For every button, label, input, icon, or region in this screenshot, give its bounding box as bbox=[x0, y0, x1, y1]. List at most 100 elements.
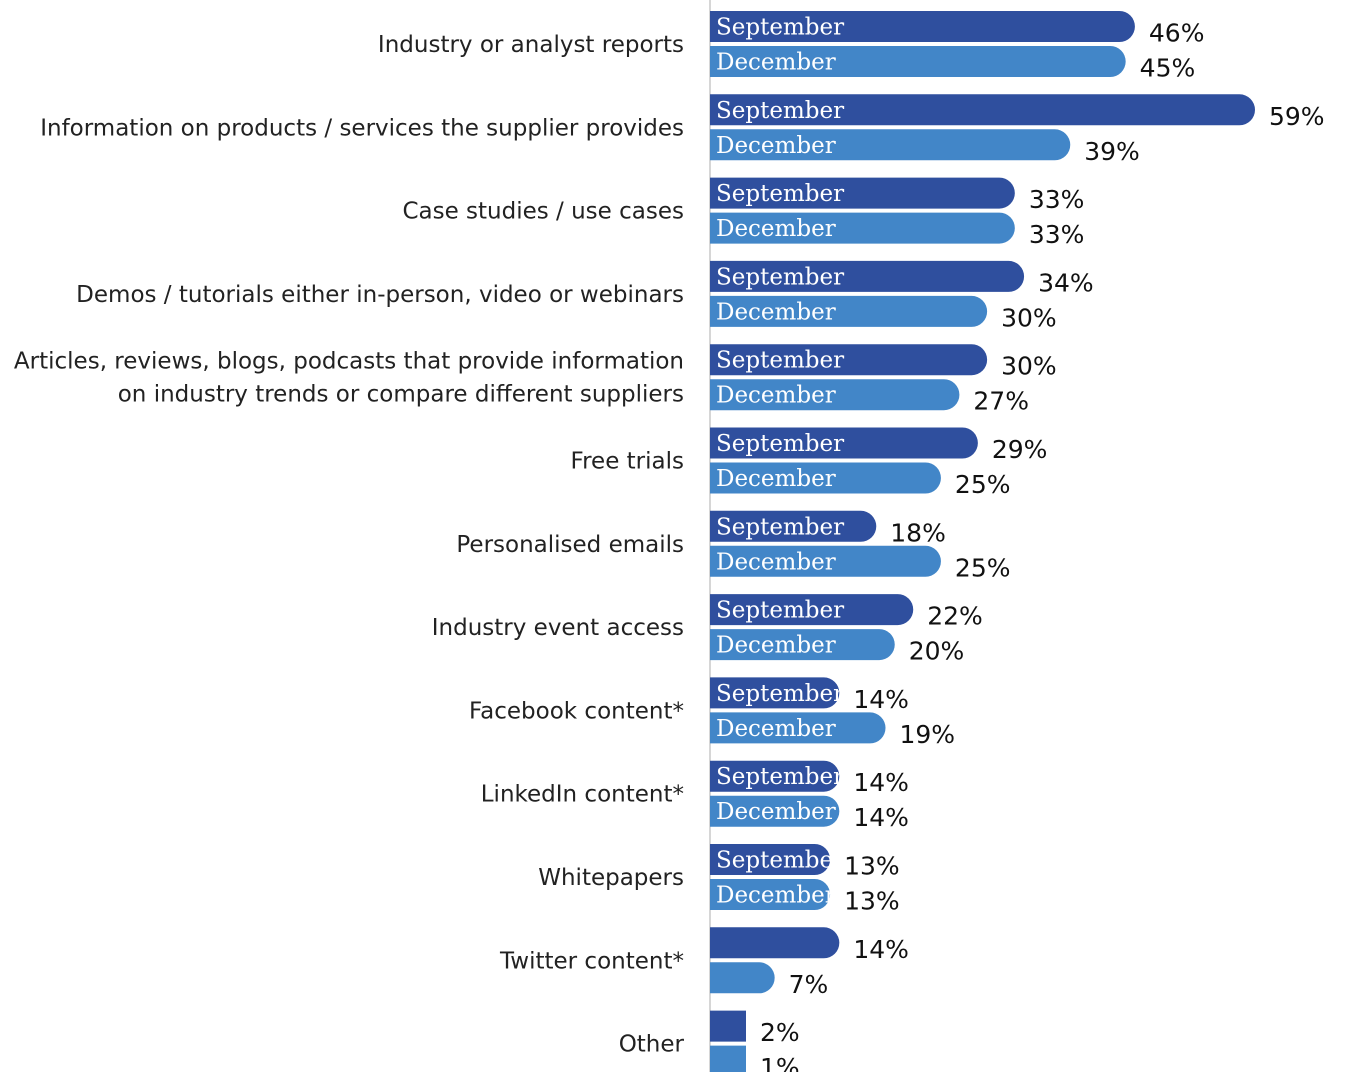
bar-december bbox=[710, 1045, 746, 1072]
bar-text: September bbox=[716, 431, 844, 457]
category-label-line: Free trials bbox=[571, 449, 684, 475]
value-label: 29% bbox=[992, 435, 1048, 464]
value-label: 46% bbox=[1149, 19, 1205, 48]
bar-text: December bbox=[716, 133, 836, 159]
bar-september bbox=[710, 11, 1135, 42]
bar-text: September bbox=[716, 598, 844, 624]
category-label-line: Information on products / services the s… bbox=[40, 115, 684, 141]
category-label-line: on industry trends or compare different … bbox=[118, 382, 684, 408]
value-label: 25% bbox=[955, 553, 1011, 582]
value-label: 19% bbox=[900, 720, 956, 749]
bar-text: December bbox=[716, 633, 836, 659]
bar-september bbox=[710, 344, 988, 376]
category-label: Information on products / services the s… bbox=[40, 115, 684, 141]
bar-september bbox=[710, 260, 1025, 292]
bar-december bbox=[710, 879, 831, 910]
category-label: Personalised emails bbox=[456, 532, 684, 558]
category-label-line: Facebook content* bbox=[469, 698, 684, 724]
bar-december bbox=[710, 46, 1126, 77]
category-label-line: Personalised emails bbox=[456, 532, 684, 558]
bar-september bbox=[710, 427, 978, 459]
category-label-line: Articles, reviews, blogs, podcasts that … bbox=[14, 349, 684, 375]
value-label: 14% bbox=[853, 768, 909, 797]
bar-text: September bbox=[716, 681, 844, 707]
category-label-line: Industry or analyst reports bbox=[378, 32, 684, 58]
category-label: Industry event access bbox=[432, 615, 684, 641]
value-label: 7% bbox=[789, 970, 829, 999]
category-label: Articles, reviews, blogs, podcasts that … bbox=[14, 349, 684, 408]
value-label: 2% bbox=[760, 1018, 800, 1047]
value-label: 34% bbox=[1038, 268, 1094, 297]
value-label: 14% bbox=[853, 685, 909, 714]
bar-december bbox=[710, 212, 1015, 244]
bar-text: December bbox=[716, 383, 836, 409]
value-label: 14% bbox=[853, 935, 909, 964]
category-label: Whitepapers bbox=[538, 865, 684, 891]
value-label: 22% bbox=[927, 602, 983, 631]
bar-text: December bbox=[716, 883, 836, 909]
bar-text: September bbox=[716, 848, 844, 874]
category-label: Demos / tutorials either in-person, vide… bbox=[76, 282, 684, 308]
bar-december bbox=[710, 295, 988, 327]
category-label: Facebook content* bbox=[469, 698, 684, 724]
bar-text: September bbox=[716, 181, 844, 207]
bar-text: December bbox=[716, 50, 836, 76]
bar-september bbox=[710, 760, 840, 792]
bar-september bbox=[710, 94, 1255, 126]
category-label-line: Whitepapers bbox=[538, 865, 684, 891]
value-label: 18% bbox=[890, 518, 946, 547]
bar-text: December bbox=[716, 216, 836, 242]
bar-december bbox=[710, 462, 941, 494]
bar-september bbox=[710, 1010, 746, 1042]
bar-september bbox=[710, 594, 914, 626]
category-label-line: Industry event access bbox=[432, 615, 684, 641]
category-label-line: LinkedIn content* bbox=[481, 782, 684, 808]
bar-text: September bbox=[716, 264, 844, 290]
bar-text: December bbox=[716, 466, 836, 492]
bar-text: September bbox=[716, 15, 844, 41]
bar-text: September bbox=[716, 514, 844, 540]
category-label: Industry or analyst reports bbox=[378, 32, 684, 58]
value-label: 1% bbox=[760, 1053, 800, 1072]
bar-december bbox=[710, 962, 775, 994]
category-label: LinkedIn content* bbox=[481, 782, 684, 808]
bar-september bbox=[710, 843, 831, 875]
bar-december bbox=[710, 545, 941, 577]
bar-december bbox=[710, 712, 886, 744]
category-label-line: Demos / tutorials either in-person, vide… bbox=[76, 282, 684, 308]
value-label: 30% bbox=[1001, 352, 1057, 381]
value-label: 33% bbox=[1029, 185, 1085, 214]
value-label: 30% bbox=[1001, 303, 1057, 332]
category-label-line: Twitter content* bbox=[499, 948, 684, 974]
bar-september bbox=[710, 927, 840, 959]
bar-december bbox=[710, 629, 895, 661]
bar-text: December bbox=[716, 799, 836, 825]
bar-december bbox=[710, 129, 1071, 161]
bar-september bbox=[710, 677, 840, 709]
bar-december bbox=[710, 379, 960, 411]
category-label-line: Other bbox=[619, 1032, 685, 1058]
value-label: 39% bbox=[1084, 137, 1140, 166]
category-label: Free trials bbox=[571, 449, 684, 475]
category-label: Case studies / use cases bbox=[402, 199, 684, 225]
bar-september bbox=[710, 510, 877, 542]
category-label: Twitter content* bbox=[499, 948, 684, 974]
value-label: 14% bbox=[853, 803, 909, 832]
value-label: 45% bbox=[1140, 54, 1196, 83]
value-label: 59% bbox=[1269, 102, 1325, 131]
value-label: 13% bbox=[844, 887, 900, 916]
value-label: 20% bbox=[909, 637, 965, 666]
category-label: Other bbox=[619, 1032, 685, 1058]
bar-december bbox=[710, 795, 840, 827]
bar-text: September bbox=[716, 764, 844, 790]
bar-text: September bbox=[716, 98, 844, 124]
value-label: 33% bbox=[1029, 220, 1085, 249]
value-label: 27% bbox=[973, 387, 1029, 416]
bar-text: December bbox=[716, 549, 836, 575]
value-label: 25% bbox=[955, 470, 1011, 499]
bar-september bbox=[710, 177, 1015, 209]
value-label: 13% bbox=[844, 852, 900, 881]
bar-text: December bbox=[716, 716, 836, 742]
bar-text: December bbox=[716, 299, 836, 325]
